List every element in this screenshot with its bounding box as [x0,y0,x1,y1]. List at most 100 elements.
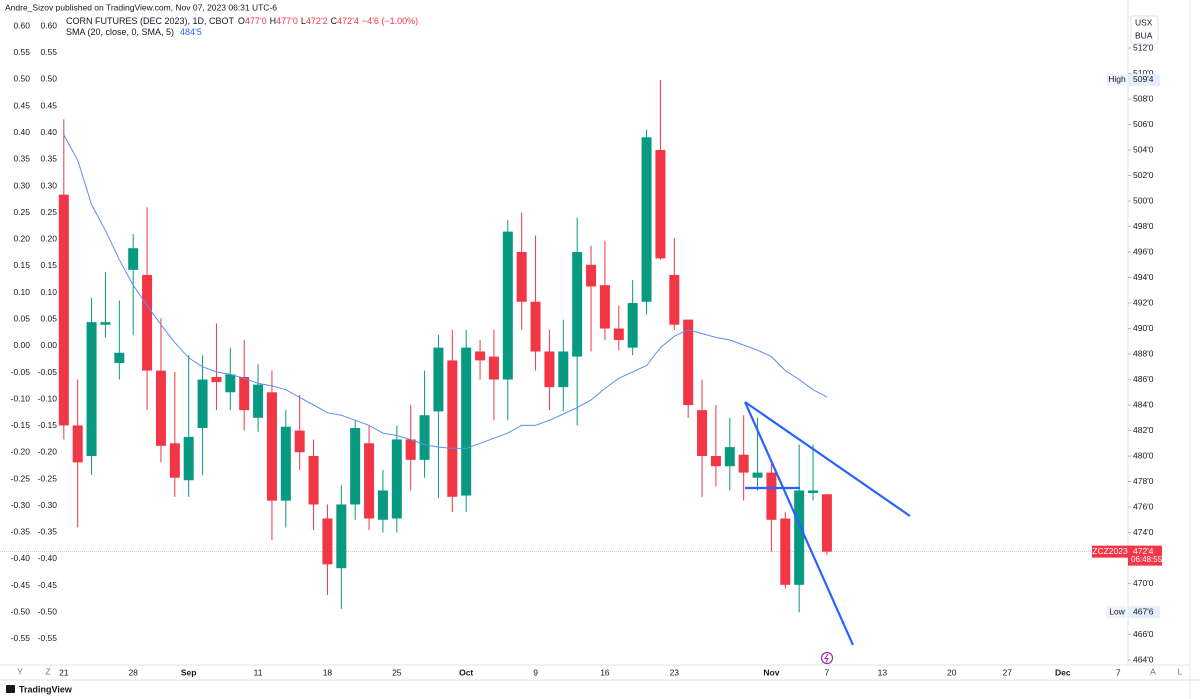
low-key: L [301,16,306,26]
left-tick-label: 0.45 [13,100,30,110]
left-tick-label: -0.55 [11,633,31,643]
candle-body [724,447,735,467]
candle-body [280,426,291,501]
candle-body [821,494,832,552]
left-tick-label: 0.25 [40,207,57,217]
candle-body [169,443,180,478]
x-tick-label: 9 [533,667,538,677]
candle-body [641,137,652,302]
left-tick-label: -0.10 [11,393,31,403]
candle-body [475,351,486,361]
left-tick-label: -0.55 [38,633,58,643]
y-tick-label: 484'0 [1133,399,1154,409]
left-tick-label: 0.20 [13,234,30,244]
corner-button[interactable]: L [1178,666,1183,676]
indicator-value: 484'5 [180,27,202,37]
left-tick-label: -0.25 [38,473,58,483]
candle-body [155,370,166,446]
left-tick-label: -0.40 [38,553,58,563]
candle-body [419,415,430,460]
left-tick-label: -0.05 [11,367,31,377]
y-tick-label: 480'0 [1133,450,1154,460]
marker-value-tag [1128,73,1160,86]
candle-body [322,518,333,565]
left-tick-label: 0.50 [13,74,30,84]
x-tick-label: 28 [128,667,138,677]
candle-body [738,454,749,473]
drawings [743,401,911,646]
candle-body [294,430,305,453]
candle-body [544,351,555,388]
sma-line [63,134,828,449]
left-tick-label: -0.05 [38,367,58,377]
left-tick-label: 0.35 [13,154,30,164]
candle-body [794,490,805,585]
left-tick-label: 0.15 [13,260,30,270]
left-tick-label: -0.20 [11,447,31,457]
candle-body [627,303,638,348]
left-tick-label: -0.30 [11,500,31,510]
left-tick-label: 0.10 [40,287,57,297]
low-value: 472'2 [306,16,328,26]
corner-button[interactable]: A [1150,666,1156,676]
brand-logo [6,685,15,693]
candle-body [586,264,597,287]
candle-body [266,392,277,501]
y-tick-label: 502'0 [1133,170,1154,180]
countdown: 06:48:55 [1131,555,1163,564]
corner-button[interactable]: Z [45,666,50,676]
left-tick-label: 0.40 [13,127,30,137]
y-tick-label: 506'0 [1133,119,1154,129]
indicator-legend: SMA (20, close, 0, SMA, 5) 484'5 [66,27,202,37]
event-icon[interactable] [820,651,834,665]
x-tick-label: Sep [181,667,197,677]
x-tick-label: 18 [323,667,333,677]
symbol-tag [1092,545,1128,558]
event-icon-bolt [824,653,829,663]
marker-value: 509'4 [1133,74,1154,84]
left-tick-label: -0.45 [11,580,31,590]
candle-body [364,443,375,519]
x-tick-label: 23 [670,667,680,677]
marker-value: 467'6 [1133,606,1154,616]
y-tick-label: 470'0 [1133,578,1154,588]
plot [0,79,1128,613]
candle-body [808,490,819,494]
y-tick-label: 504'0 [1133,144,1154,154]
left-tick-label: -0.15 [11,420,31,430]
y-tick-label: 498'0 [1133,221,1154,231]
candle-body [669,274,680,325]
candle-body [211,376,222,383]
high-key: H [270,16,277,26]
high-value: 477'0 [276,16,298,26]
candle-body [655,150,666,259]
symbol: CORN FUTURES (DEC 2023), 1D, CBOT [66,16,235,26]
close-value: 472'4 [337,16,359,26]
candle-body [308,456,319,505]
y-tick-label: 492'0 [1133,297,1154,307]
y-tick-label: 488'0 [1133,348,1154,358]
corner-button[interactable]: Y [17,666,23,676]
candle-body [253,384,264,418]
brand: TradingView [6,684,73,694]
marker-label: High [1108,74,1126,84]
publisher: Andre_Sizov published on TradingView.com… [5,2,277,12]
candle-body [100,322,111,325]
left-tick-label: -0.10 [38,393,58,403]
y-tick-label: 512'0 [1133,42,1154,52]
currency-box [1130,15,1159,45]
candle-body [683,319,694,406]
candle-body [58,194,69,426]
indicator-name: SMA (20, close, 0, SMA, 5) [66,27,174,37]
marker-tag [1106,73,1128,86]
left-tick-label: -0.35 [11,527,31,537]
y-tick-label: 496'0 [1133,246,1154,256]
left-tick-label: -0.35 [38,527,58,537]
x-tick-label: 13 [878,667,888,677]
candle-body [183,436,194,481]
candle-body [780,518,791,585]
x-tick-label: Dec [1055,667,1071,677]
marker-value-tag [1128,606,1160,619]
y-tick-label: 482'0 [1133,425,1154,435]
